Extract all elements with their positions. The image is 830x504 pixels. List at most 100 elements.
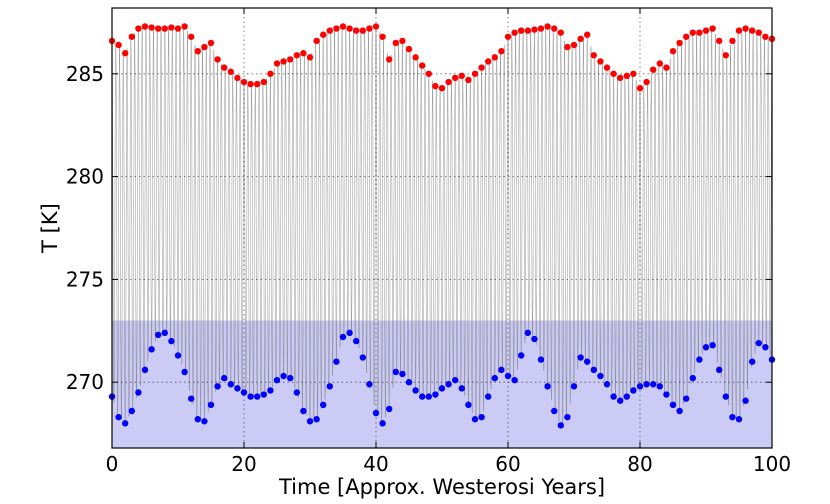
min-temperature-point <box>465 401 472 409</box>
min-temperature-point <box>537 356 545 363</box>
min-temperature-point <box>597 372 604 380</box>
min-temperature-point <box>353 337 360 345</box>
min-temperature-point <box>452 376 459 384</box>
min-temperature-point <box>557 422 564 429</box>
max-temperature-point <box>656 60 663 67</box>
max-temperature-point <box>577 35 584 43</box>
max-temperature-point <box>643 78 650 86</box>
max-temperature-point <box>663 64 670 71</box>
max-temperature-point <box>399 37 406 45</box>
min-temperature-point <box>709 342 716 349</box>
max-temperature-point <box>518 27 525 34</box>
max-temperature-point <box>207 39 215 47</box>
min-temperature-point <box>267 387 274 394</box>
min-temperature-point <box>359 354 366 361</box>
max-temperature-point <box>537 25 545 32</box>
min-temperature-point <box>155 331 162 339</box>
min-temperature-point <box>742 397 749 404</box>
max-temperature-point <box>287 56 294 63</box>
min-temperature-point <box>485 393 492 400</box>
min-temperature-point <box>260 391 267 398</box>
max-temperature-point <box>524 27 531 34</box>
max-temperature-point <box>735 27 743 34</box>
min-temperature-point <box>135 389 142 396</box>
min-temperature-point <box>122 420 129 427</box>
max-temperature-point <box>445 78 452 86</box>
min-temperature-point <box>722 393 729 400</box>
y-axis-title: T [K] <box>38 203 62 254</box>
max-temperature-point <box>722 52 729 59</box>
min-temperature-point <box>386 405 393 413</box>
min-temperature-point <box>564 413 571 421</box>
min-temperature-point <box>584 358 591 365</box>
max-temperature-point <box>504 33 512 40</box>
min-temperature-point <box>339 333 347 341</box>
max-temperature-point <box>676 39 683 47</box>
min-temperature-point <box>603 381 611 388</box>
max-temperature-point <box>188 33 195 40</box>
max-temperature-point <box>214 56 221 63</box>
min-temperature-point <box>392 368 399 376</box>
max-temperature-point <box>333 25 340 32</box>
min-temperature-point <box>544 383 551 390</box>
min-temperature-point <box>729 413 736 421</box>
max-temperature-point <box>260 78 267 86</box>
min-temperature-point <box>696 356 703 363</box>
max-temperature-point <box>465 76 472 84</box>
min-temperature-point <box>636 383 644 390</box>
min-temperature-point <box>702 344 710 351</box>
min-temperature-point <box>478 413 485 421</box>
max-temperature-point <box>478 64 485 71</box>
min-temperature-point <box>491 374 498 382</box>
max-temperature-point <box>254 80 261 88</box>
max-temperature-point <box>346 25 353 32</box>
min-temperature-series <box>108 329 776 429</box>
max-temperature-point <box>689 29 696 36</box>
min-temperature-point <box>234 385 241 392</box>
min-temperature-point <box>762 344 769 351</box>
max-temperature-point <box>696 29 703 36</box>
max-temperature-point <box>749 27 756 34</box>
max-temperature-point <box>511 29 518 36</box>
max-temperature-point <box>227 68 234 75</box>
max-temperature-point <box>135 25 142 32</box>
max-temperature-point <box>636 84 644 92</box>
max-temperature-point <box>141 23 149 30</box>
max-temperature-point <box>617 74 624 82</box>
max-temperature-point <box>273 60 281 67</box>
min-temperature-point <box>128 407 135 415</box>
max-temperature-point <box>320 31 327 38</box>
min-temperature-point <box>643 381 650 388</box>
y-tick-label: 285 <box>66 62 104 86</box>
max-temperature-point <box>247 80 254 88</box>
min-temperature-point <box>333 358 340 365</box>
max-temperature-point <box>174 25 182 32</box>
min-temperature-point <box>716 366 723 374</box>
x-tick-label: 80 <box>627 452 652 476</box>
min-temperature-point <box>669 401 677 409</box>
min-temperature-point <box>313 416 320 423</box>
min-temperature-point <box>346 329 353 337</box>
max-temperature-point <box>419 62 426 69</box>
max-temperature-point <box>590 52 597 59</box>
min-temperature-point <box>161 329 168 337</box>
max-temperature-point <box>372 23 380 30</box>
max-temperature-point <box>544 23 551 30</box>
min-temperature-point <box>412 387 419 394</box>
min-temperature-point <box>432 391 439 398</box>
max-temperature-point <box>326 27 333 34</box>
max-temperature-point <box>498 47 505 55</box>
max-temperature-point <box>280 58 287 65</box>
max-temperature-point <box>386 56 393 63</box>
max-temperature-point <box>623 72 630 80</box>
min-temperature-point <box>623 393 630 400</box>
max-temperature-point <box>584 31 591 38</box>
min-temperature-point <box>254 393 261 400</box>
min-temperature-point <box>181 368 188 376</box>
min-temperature-point <box>531 335 538 343</box>
max-temperature-point <box>148 24 155 31</box>
max-temperature-point <box>683 33 690 40</box>
max-temperature-point <box>458 72 465 80</box>
max-temperature-point <box>379 33 386 40</box>
